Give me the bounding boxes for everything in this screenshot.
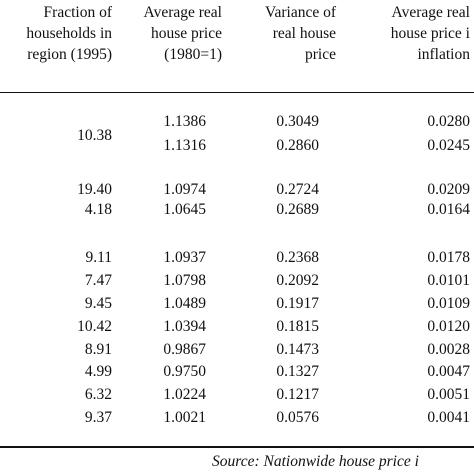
- cell-inflation: 0.0209: [427, 181, 470, 198]
- cell-price: 0.9867: [163, 341, 206, 358]
- cell-inflation: 0.0101: [427, 272, 470, 289]
- header-fraction: Fraction of households in region (1995): [26, 2, 112, 65]
- cell-price: 1.0224: [163, 386, 206, 403]
- cell-price: 0.9750: [163, 363, 206, 380]
- cell-price: 1.0489: [163, 295, 206, 312]
- cell-inflation: 0.0164: [427, 201, 470, 218]
- cell-variance: 0.2860: [276, 137, 319, 154]
- header-inflation: Average real house price i inflation: [391, 2, 470, 65]
- header-line: households in: [26, 25, 112, 42]
- header-line: Variance of: [265, 4, 336, 21]
- source-note: Source: Nationwide house price i: [212, 453, 419, 470]
- cell-variance: 0.1327: [276, 363, 319, 380]
- cell-price: 1.1316: [163, 137, 206, 154]
- cell-fraction: 9.37: [84, 409, 112, 426]
- cell-price: 1.0937: [163, 249, 206, 266]
- cell-inflation: 0.0120: [427, 318, 470, 335]
- cell-inflation: 0.0028: [427, 341, 470, 358]
- cell-fraction: 9.45: [84, 295, 112, 312]
- header-line: house price: [150, 25, 222, 42]
- cell-variance: 0.0576: [276, 409, 319, 426]
- cell-variance: 0.2092: [276, 272, 319, 289]
- cell-variance: 0.2724: [276, 181, 319, 198]
- header-rule: [0, 92, 474, 93]
- cell-inflation: 0.0245: [427, 137, 470, 154]
- cell-fraction: 9.11: [85, 249, 112, 266]
- header-line: Fraction of: [43, 4, 112, 21]
- header-line: region (1995): [27, 46, 112, 63]
- header-line: real house: [272, 25, 336, 42]
- cell-variance: 0.1473: [276, 341, 319, 358]
- cell-variance: 0.3049: [276, 113, 319, 130]
- cell-inflation: 0.0280: [427, 113, 470, 130]
- header-line: Average real: [143, 4, 222, 21]
- cell-fraction: 6.32: [84, 386, 112, 403]
- cell-fraction: 10.38: [77, 127, 112, 144]
- cell-fraction: 10.42: [77, 318, 112, 335]
- cell-price: 1.1386: [163, 113, 206, 130]
- bottom-rule: [0, 446, 474, 448]
- header-variance: Variance of real house price: [265, 2, 336, 65]
- cell-price: 1.0645: [163, 201, 206, 218]
- cell-variance: 0.2689: [276, 201, 319, 218]
- cell-price: 1.0394: [163, 318, 206, 335]
- cell-fraction: 19.40: [77, 181, 112, 198]
- header-line: Average real: [391, 4, 470, 21]
- cell-fraction: 4.99: [84, 363, 112, 380]
- cell-fraction: 8.91: [84, 341, 112, 358]
- header-line: price: [305, 46, 336, 63]
- cell-fraction: 7.47: [84, 272, 112, 289]
- header-line: inflation: [417, 46, 470, 63]
- cell-inflation: 0.0178: [427, 249, 470, 266]
- cell-inflation: 0.0047: [427, 363, 470, 380]
- cell-fraction: 4.18: [84, 201, 112, 218]
- header-line: house price i: [390, 25, 470, 42]
- cell-variance: 0.2368: [276, 249, 319, 266]
- header-line: (1980=1): [164, 46, 222, 63]
- cell-price: 1.0798: [163, 272, 206, 289]
- cell-variance: 0.1917: [276, 295, 319, 312]
- cell-variance: 0.1217: [276, 386, 319, 403]
- header-average-price: Average real house price (1980=1): [144, 2, 222, 65]
- cell-price: 1.0021: [163, 409, 206, 426]
- cell-inflation: 0.0051: [427, 386, 470, 403]
- cell-inflation: 0.0109: [427, 295, 470, 312]
- cell-variance: 0.1815: [276, 318, 319, 335]
- cell-price: 1.0974: [163, 181, 206, 198]
- cell-inflation: 0.0041: [427, 409, 470, 426]
